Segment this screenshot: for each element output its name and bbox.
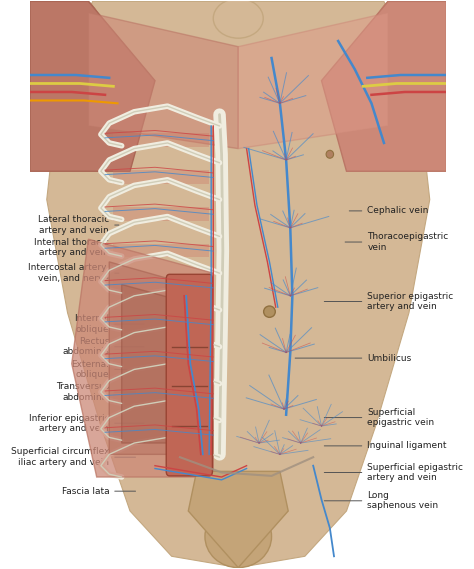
Polygon shape: [113, 354, 209, 368]
Polygon shape: [113, 244, 209, 257]
Text: Inferior epigastric
artery and vein: Inferior epigastric artery and vein: [28, 414, 144, 433]
Text: Superior epigastric
artery and vein: Superior epigastric artery and vein: [324, 292, 454, 311]
Text: Lateral thoracic
artery and vein: Lateral thoracic artery and vein: [38, 215, 119, 235]
Text: External
oblique: External oblique: [72, 360, 136, 379]
Polygon shape: [113, 318, 209, 331]
Text: Internal thoracic
artery and vein: Internal thoracic artery and vein: [35, 238, 119, 257]
FancyBboxPatch shape: [166, 274, 212, 476]
Polygon shape: [113, 281, 209, 294]
Ellipse shape: [264, 306, 275, 318]
Ellipse shape: [213, 0, 263, 38]
Polygon shape: [72, 239, 213, 477]
Text: Transversus
abdominis: Transversus abdominis: [56, 382, 136, 402]
Ellipse shape: [9, 0, 110, 159]
Text: Superficial epigastric
artery and vein: Superficial epigastric artery and vein: [324, 463, 463, 482]
Polygon shape: [113, 170, 209, 184]
Polygon shape: [321, 1, 447, 171]
Polygon shape: [30, 1, 155, 171]
Polygon shape: [113, 207, 209, 221]
Text: Cephalic vein: Cephalic vein: [349, 207, 428, 216]
Text: Fascia lata: Fascia lata: [62, 486, 136, 496]
Text: Superficial circumflex
iliac artery and vein: Superficial circumflex iliac artery and …: [11, 447, 136, 467]
Polygon shape: [47, 1, 430, 568]
Polygon shape: [113, 428, 209, 442]
Text: Umbilicus: Umbilicus: [295, 353, 411, 362]
Polygon shape: [122, 284, 205, 443]
Polygon shape: [109, 262, 209, 455]
Polygon shape: [88, 13, 238, 149]
Text: Inguinal ligament: Inguinal ligament: [324, 442, 447, 451]
Text: Thoracoepigastric
vein: Thoracoepigastric vein: [345, 232, 448, 251]
Polygon shape: [113, 391, 209, 405]
Ellipse shape: [366, 0, 468, 159]
Text: Superficial
epigastric vein: Superficial epigastric vein: [324, 408, 435, 427]
Ellipse shape: [205, 505, 272, 568]
Ellipse shape: [326, 150, 334, 158]
Text: Rectus
abdominis: Rectus abdominis: [62, 337, 144, 357]
Polygon shape: [113, 133, 209, 147]
Polygon shape: [188, 471, 288, 568]
Polygon shape: [238, 13, 388, 149]
Text: Intercostal artery,
vein, and nerve: Intercostal artery, vein, and nerve: [28, 263, 119, 283]
Text: Long
saphenous vein: Long saphenous vein: [324, 491, 438, 510]
Text: Internal
oblique: Internal oblique: [74, 315, 144, 334]
